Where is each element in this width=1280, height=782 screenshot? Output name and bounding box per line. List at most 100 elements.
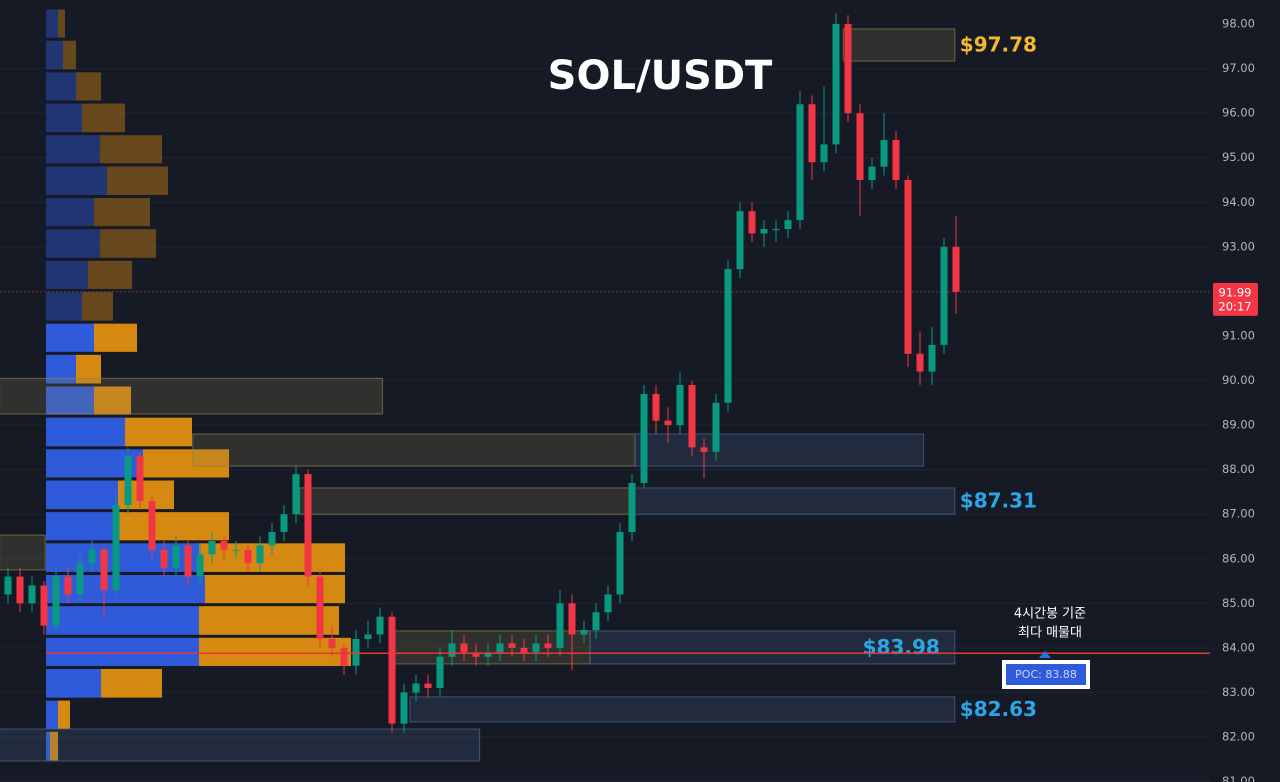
candle-body xyxy=(688,384,696,448)
y-tick-label: 96.00 xyxy=(1222,106,1255,120)
profile-down xyxy=(94,386,131,415)
zone xyxy=(0,534,46,571)
candle-body xyxy=(880,139,888,167)
candle-body xyxy=(352,638,360,666)
candle-body xyxy=(484,652,492,657)
profile-up xyxy=(46,731,50,761)
candle-body xyxy=(40,585,48,626)
profile-up xyxy=(46,574,205,604)
profile-down xyxy=(58,9,65,38)
candle-body xyxy=(316,576,324,639)
candle-body xyxy=(124,456,132,506)
countdown: 20:17 xyxy=(1218,299,1251,313)
profile-up xyxy=(46,135,100,164)
candle-body xyxy=(292,474,300,515)
y-tick-label: 97.00 xyxy=(1222,61,1255,75)
candle-body xyxy=(736,211,744,270)
candle-body xyxy=(928,344,936,372)
zone xyxy=(634,487,956,515)
profile-up xyxy=(46,417,125,447)
candle-body xyxy=(256,545,264,564)
profile-up xyxy=(46,198,94,227)
candle-body xyxy=(520,647,528,653)
candle-body xyxy=(100,549,108,590)
profile-up xyxy=(46,103,82,133)
profile-down xyxy=(94,198,150,227)
candle-body xyxy=(436,656,444,688)
profile-up xyxy=(46,637,199,666)
profile-up xyxy=(46,260,88,290)
zone xyxy=(299,487,636,515)
candle-body xyxy=(832,24,840,145)
candle-body xyxy=(856,113,864,181)
profile-up xyxy=(46,72,76,101)
candle-body xyxy=(88,549,96,564)
annotation-arrow xyxy=(1039,651,1051,658)
profile-down xyxy=(101,668,162,698)
annotation: 4시간봉 기준 xyxy=(1014,607,1086,622)
candle-body xyxy=(808,104,816,163)
candle-body xyxy=(676,384,684,426)
candle-body xyxy=(784,220,792,230)
candle-body xyxy=(892,139,900,181)
candle-body xyxy=(112,505,120,590)
y-tick-label: 91.00 xyxy=(1222,328,1255,342)
candle-body xyxy=(136,456,144,501)
candle-body xyxy=(700,447,708,452)
y-tick-label: 95.00 xyxy=(1222,150,1255,164)
profile-down xyxy=(100,229,156,258)
y-tick-label: 87.00 xyxy=(1222,507,1255,521)
candle-body xyxy=(4,576,12,595)
candle-body xyxy=(748,211,756,234)
profile-down xyxy=(63,40,76,70)
zone xyxy=(842,28,956,62)
zone xyxy=(634,433,925,467)
y-tick-label: 84.00 xyxy=(1222,640,1255,654)
profile-up xyxy=(46,229,100,258)
y-tick-label: 85.00 xyxy=(1222,596,1255,610)
profile-down xyxy=(50,731,58,761)
last-price-label: 91.99 xyxy=(1219,285,1252,299)
candle-body xyxy=(820,144,828,163)
profile-down xyxy=(88,260,132,290)
volume-profile xyxy=(46,9,351,761)
candle-body xyxy=(544,643,552,648)
zone-label: $82.63 xyxy=(960,697,1037,721)
y-tick-label: 98.00 xyxy=(1222,17,1255,31)
y-tick-label: 83.00 xyxy=(1222,685,1255,699)
zone-label: $87.31 xyxy=(960,489,1037,513)
zones xyxy=(0,28,956,762)
profile-down xyxy=(100,135,162,164)
candle-body xyxy=(568,603,576,635)
poc-badge xyxy=(1006,664,1086,685)
candle-body xyxy=(424,683,432,688)
y-tick-label: 88.00 xyxy=(1222,462,1255,476)
candle-body xyxy=(952,246,960,292)
candle-body xyxy=(724,269,732,403)
candle-body xyxy=(388,616,396,724)
profile-down xyxy=(82,103,125,133)
y-tick-label: 94.00 xyxy=(1222,195,1255,209)
candle-body xyxy=(628,483,636,533)
candle-body xyxy=(868,166,876,181)
zone xyxy=(0,377,383,415)
zone xyxy=(0,728,481,762)
candle-body xyxy=(904,180,912,354)
candle-body xyxy=(460,643,468,653)
zone-label: $97.78 xyxy=(960,33,1037,57)
profile-down xyxy=(58,700,70,729)
candle-body xyxy=(340,647,348,666)
profile-up xyxy=(46,40,63,70)
profile-up xyxy=(46,166,107,196)
profile-up xyxy=(46,512,118,541)
candle-body xyxy=(508,643,516,648)
profile-up xyxy=(46,292,82,321)
candle-body xyxy=(280,514,288,533)
candle-body xyxy=(616,532,624,595)
last-price-tag xyxy=(1213,282,1258,316)
candle-body xyxy=(244,549,252,564)
candle-body xyxy=(448,643,456,657)
candle-body xyxy=(652,393,660,421)
